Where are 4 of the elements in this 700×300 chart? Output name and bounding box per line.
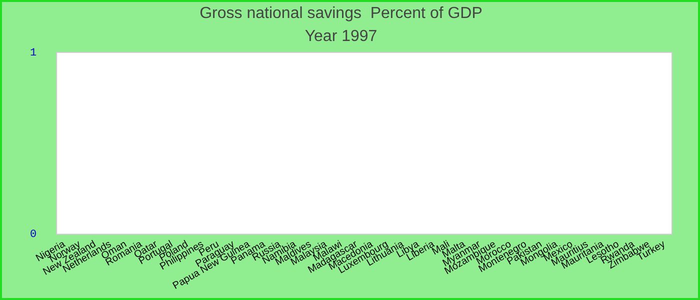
chart-title: Gross national savings Percent of GDP [200,5,482,22]
y-tick-label: 1 [30,47,37,60]
chart-subtitle: Year 1997 [304,28,378,46]
y-tick-label: 0 [30,229,37,242]
